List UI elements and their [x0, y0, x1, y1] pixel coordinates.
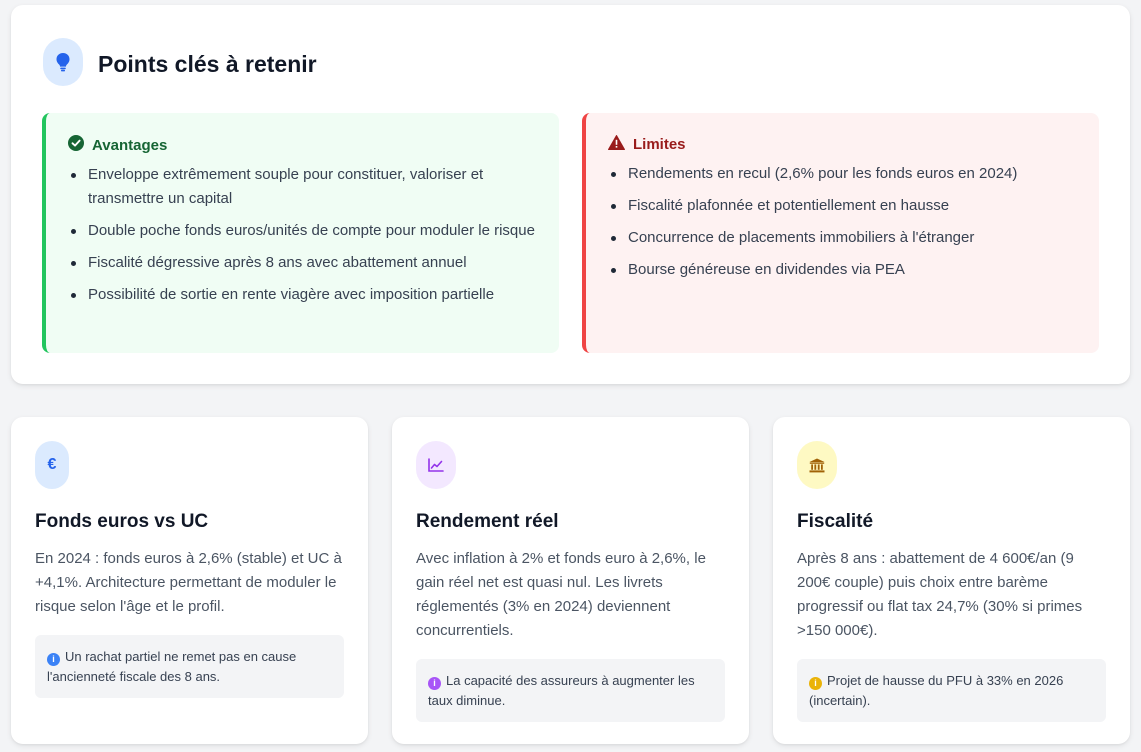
info-icon: i [809, 676, 822, 690]
line-chart-icon [416, 441, 456, 489]
list-item: Fiscalité plafonnée et potentiellement e… [608, 194, 1075, 218]
list-item: Fiscalité dégressive après 8 ans avec ab… [68, 251, 535, 275]
card-title: Rendement réel [416, 511, 559, 532]
limits-header: Limites [608, 135, 1075, 154]
list-item: Double poche fonds euros/unités de compt… [68, 219, 535, 243]
bank-icon [797, 441, 837, 489]
card-body: Avec inflation à 2% et fonds euro à 2,6%… [416, 550, 706, 639]
info-note: i La capacité des assureurs à augmenter l… [416, 659, 725, 722]
list-item: Concurrence de placements immobiliers à … [608, 226, 1075, 250]
check-circle-icon [68, 135, 84, 155]
rendement-reel-card: Rendement réel Avec inflation à 2% et fo… [392, 417, 749, 744]
fonds-euros-card: € Fonds euros vs UC En 2024 : fonds euro… [11, 417, 368, 744]
page-title: Points clés à retenir [98, 51, 317, 77]
limits-panel: Limites Rendements en recul (2,6% pour l… [582, 113, 1099, 353]
info-icon: i [47, 652, 60, 666]
card-title: Fonds euros vs UC [35, 511, 209, 532]
note-text: La capacité des assureurs à augmenter le… [428, 673, 695, 708]
advantages-list: Enveloppe extrêmement souple pour consti… [68, 163, 535, 307]
euro-icon: € [35, 441, 69, 489]
fiscalite-card: Fiscalité Après 8 ans : abattement de 4 … [773, 417, 1130, 744]
advantages-title: Avantages [92, 136, 168, 154]
card-body: En 2024 : fonds euros à 2,6% (stable) et… [35, 550, 342, 615]
lightbulb-icon [43, 38, 83, 86]
limits-title: Limites [633, 136, 686, 153]
list-item: Rendements en recul (2,6% pour les fonds… [608, 162, 1075, 186]
key-points-card: Points clés à retenir Avantages Envelopp… [11, 5, 1130, 384]
advantages-header: Avantages [68, 135, 535, 155]
warning-triangle-icon [608, 135, 625, 154]
note-text: Projet de hausse du PFU à 33% en 2026 (i… [809, 673, 1064, 708]
list-item: Bourse généreuse en dividendes via PEA [608, 258, 1075, 282]
card-title: Fiscalité [797, 511, 874, 532]
info-note: i Un rachat partiel ne remet pas en cause… [35, 635, 344, 698]
note-text: Un rachat partiel ne remet pas en cause … [47, 649, 297, 684]
info-note: i Projet de hausse du PFU à 33% en 2026 (… [797, 659, 1106, 722]
list-item: Enveloppe extrêmement souple pour consti… [68, 163, 535, 211]
card-body: Après 8 ans : abattement de 4 600€/an (9… [797, 550, 1083, 639]
info-icon: i [428, 676, 441, 690]
advantages-panel: Avantages Enveloppe extrêmement souple p… [42, 113, 559, 353]
list-item: Possibilité de sortie en rente viagère a… [68, 283, 535, 307]
limits-list: Rendements en recul (2,6% pour les fonds… [608, 162, 1075, 282]
